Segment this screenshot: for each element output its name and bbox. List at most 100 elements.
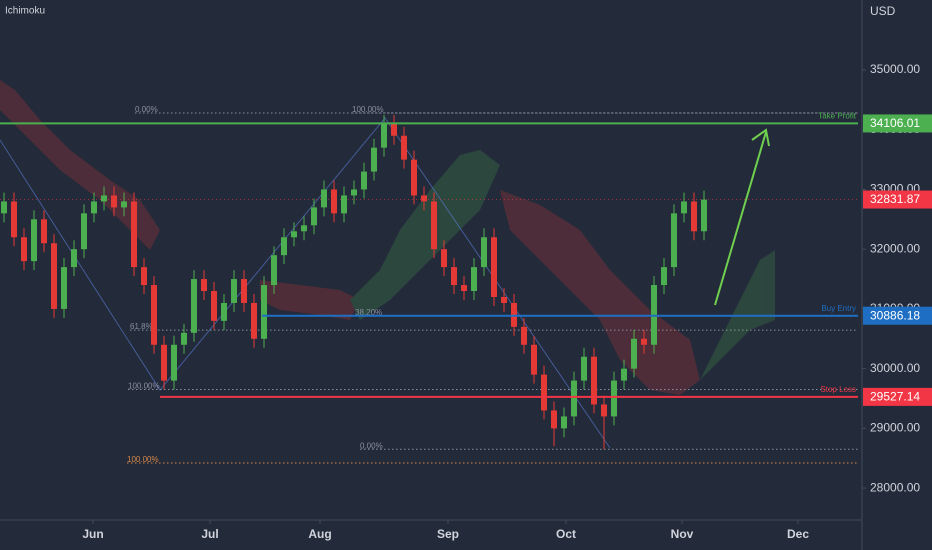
fib-label: 100.00%	[128, 382, 160, 391]
fib-label: 0.00%	[135, 105, 158, 114]
candle-body	[301, 225, 307, 232]
x-tick-label: Oct	[556, 527, 576, 541]
level-name: Take Profit	[818, 112, 857, 121]
candle-body	[581, 356, 587, 381]
candle-body	[591, 356, 597, 405]
arrow-head	[751, 128, 770, 147]
candle-body	[361, 171, 367, 190]
candle-body	[311, 207, 317, 226]
level-name: Stop Loss	[820, 385, 856, 394]
candle-body	[521, 326, 527, 345]
candle-body	[241, 279, 247, 303]
price-tag	[863, 114, 932, 133]
x-tick-label: Nov	[671, 527, 694, 541]
candle-body	[541, 374, 547, 411]
candle-body	[701, 199, 707, 232]
fib-label: 100.00%	[352, 105, 384, 114]
fib-label: 100.00%	[127, 455, 159, 464]
candle-body	[121, 201, 127, 208]
y-tick-label: 30000.00	[870, 361, 920, 375]
y-tick-label: 28000.00	[870, 480, 920, 494]
last-price-label: 32831.87	[870, 192, 920, 206]
candle-body	[681, 201, 687, 214]
fib-zigzag	[0, 117, 611, 449]
candle-body	[631, 338, 637, 369]
candle-body	[461, 285, 467, 292]
candle-body	[391, 123, 397, 136]
candle-body	[51, 243, 57, 309]
candle-body	[111, 195, 117, 208]
candle-body	[331, 189, 337, 214]
candle-body	[251, 302, 257, 339]
candle-body	[621, 368, 627, 381]
x-tick-label: Jun	[82, 527, 103, 541]
y-tick-label: 32000.00	[870, 241, 920, 255]
price-tag	[863, 387, 932, 406]
x-tick-label: Jul	[201, 527, 218, 541]
candle-body	[131, 201, 137, 268]
candle-body	[201, 279, 207, 292]
x-tick-label: Sep	[437, 527, 459, 541]
fib-label: 61.8%	[130, 322, 153, 331]
candle-body	[321, 189, 327, 208]
candle-body	[81, 213, 87, 250]
level-name: Buy Entry	[821, 304, 856, 313]
fib-label: 0.00%	[360, 441, 383, 450]
candle-body	[71, 249, 77, 268]
candle-body	[531, 344, 537, 375]
candle-body	[671, 213, 677, 268]
candle-body	[601, 404, 607, 417]
candle-body	[431, 201, 437, 250]
candle-body	[61, 267, 67, 309]
candle-body	[341, 195, 347, 214]
candle-body	[571, 380, 577, 417]
fib-label: 38.20%	[355, 308, 382, 317]
price-tag-label: 34106.01	[870, 116, 920, 130]
candle-body	[371, 147, 377, 172]
candle-body	[21, 237, 27, 262]
candle-body	[151, 285, 157, 345]
candle-body	[451, 267, 457, 286]
candle-body	[171, 344, 177, 381]
candle-body	[261, 285, 267, 339]
candle-body	[11, 201, 17, 238]
candle-body	[491, 237, 497, 297]
candle-body	[1, 201, 7, 214]
currency-label: USD	[870, 4, 896, 18]
candle-body	[351, 189, 357, 196]
candle-body	[221, 302, 227, 321]
candle-body	[481, 237, 487, 268]
candle-body	[231, 279, 237, 303]
candle-body	[421, 195, 427, 202]
candle-body	[41, 219, 47, 244]
candle-body	[381, 123, 387, 148]
candle-body	[281, 237, 287, 256]
price-tag-label: 29527.14	[870, 390, 920, 404]
arrow	[714, 131, 767, 306]
last-price-tag	[863, 190, 932, 209]
candle-body	[31, 219, 37, 262]
candle-body	[691, 201, 697, 232]
candle-body	[411, 159, 417, 196]
candle-body	[551, 410, 557, 429]
candle-body	[161, 344, 167, 381]
candle-body	[141, 267, 147, 286]
candle-body	[611, 380, 617, 417]
y-tick-label: 29000.00	[870, 421, 920, 435]
candle-body	[101, 195, 107, 202]
candle-body	[441, 249, 447, 268]
candle-body	[501, 296, 507, 303]
candle-body	[471, 267, 477, 292]
x-tick-label: Dec	[787, 527, 809, 541]
indicator-title: Ichimoku	[5, 6, 45, 17]
candle-body	[191, 279, 197, 333]
x-tick-label: Aug	[308, 527, 331, 541]
candle-body	[271, 255, 277, 286]
price-tag	[863, 306, 932, 325]
candle-body	[401, 135, 407, 160]
candle-body	[211, 291, 217, 321]
candle-body	[641, 338, 647, 345]
candle-body	[291, 231, 297, 238]
